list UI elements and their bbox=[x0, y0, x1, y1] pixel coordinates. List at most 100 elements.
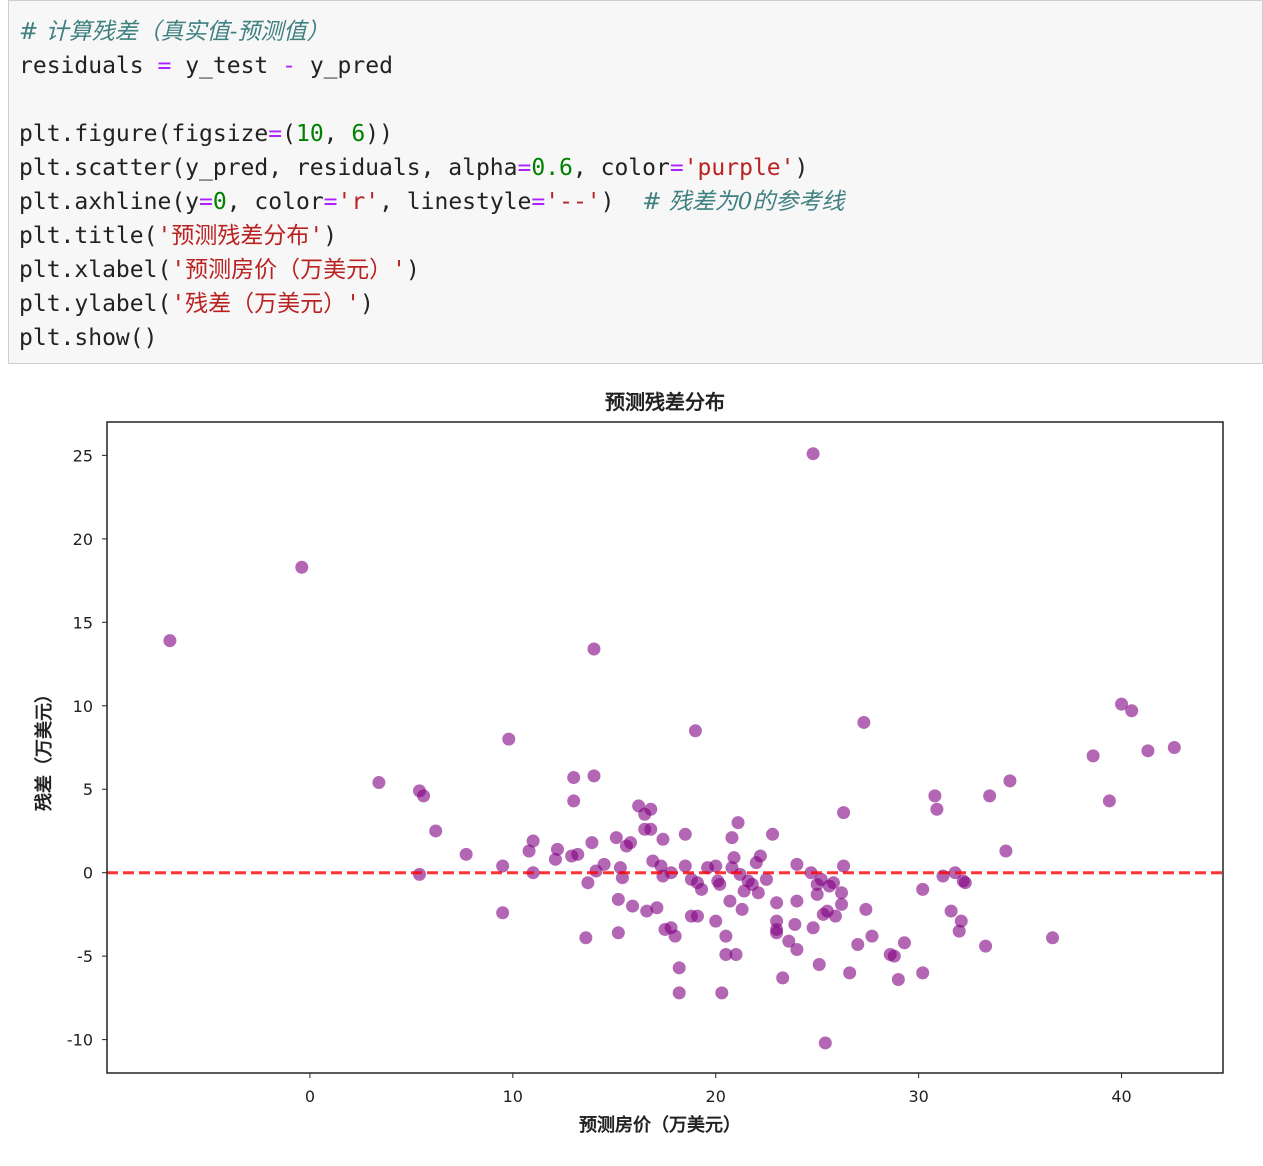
scatter-point bbox=[459, 847, 473, 861]
scatter-point bbox=[782, 934, 796, 948]
code-token: = bbox=[199, 189, 213, 215]
code-line: # 计算残差（真实值-预测值） bbox=[19, 15, 844, 49]
scatter-point bbox=[587, 642, 601, 656]
scatter-point bbox=[526, 834, 540, 848]
code-token: )) bbox=[365, 121, 393, 147]
scatter-point bbox=[790, 894, 804, 908]
axis-ticks: 0 10 20 30 40 -10 -5 0 5 10 15 20 25 bbox=[67, 446, 1132, 1106]
code-token: '残差（万美元）' bbox=[171, 291, 361, 317]
code-line: plt.axhline(y=0, color='r', linestyle='-… bbox=[19, 185, 844, 219]
scatter-point bbox=[585, 836, 599, 850]
scatter-point bbox=[837, 859, 851, 873]
scatter-point bbox=[735, 902, 749, 916]
scatter-point bbox=[835, 897, 849, 911]
code-token: plt.ylabel( bbox=[19, 291, 172, 317]
scatter-point bbox=[865, 929, 879, 943]
scatter-point bbox=[650, 901, 664, 915]
scatter-point bbox=[429, 824, 443, 838]
code-token: 0.6 bbox=[531, 155, 573, 181]
scatter-point bbox=[611, 926, 625, 940]
code-token: , bbox=[323, 121, 352, 147]
scatter-point bbox=[723, 894, 737, 908]
scatter-point bbox=[581, 876, 595, 890]
code-token: , color bbox=[226, 189, 324, 215]
scatter-point bbox=[958, 876, 972, 890]
scatter-point bbox=[567, 771, 581, 785]
code-line: residuals = y_test - y_pred bbox=[19, 49, 844, 83]
scatter-point bbox=[983, 789, 997, 803]
code-token: = bbox=[268, 121, 283, 147]
scatter-point bbox=[709, 859, 723, 873]
code-token: '预测残差分布' bbox=[157, 223, 324, 249]
x-axis-label: 预测房价（万美元） bbox=[579, 1114, 741, 1136]
code-token: # 计算残差（真实值-预测值） bbox=[19, 19, 330, 45]
scatter-point bbox=[843, 966, 857, 980]
code-token: 10 bbox=[295, 121, 324, 147]
scatter-point bbox=[654, 859, 668, 873]
scatter-point bbox=[818, 1036, 832, 1050]
code-token: ) bbox=[360, 291, 374, 317]
code-line: plt.scatter(y_pred, residuals, alpha=0.6… bbox=[19, 151, 844, 185]
code-token: plt.title( bbox=[19, 223, 158, 249]
scatter-point bbox=[672, 986, 686, 1000]
scatter-point bbox=[851, 937, 865, 951]
scatter-point bbox=[810, 887, 824, 901]
code-token: 'r' bbox=[337, 189, 380, 215]
scatter-chart: 预测残差分布 0 10 20 30 40 -10 -5 0 5 10 15 20 25 预测房价（万美元… bbox=[33, 390, 1224, 1136]
scatter-point bbox=[837, 806, 851, 820]
scatter-point bbox=[751, 886, 765, 900]
scatter-point bbox=[759, 872, 773, 886]
code-token: = bbox=[669, 155, 684, 181]
scatter-point bbox=[1046, 931, 1060, 945]
scatter-point bbox=[644, 802, 658, 816]
code-token: = bbox=[531, 189, 546, 215]
scatter-point bbox=[295, 560, 309, 574]
scatter-point bbox=[624, 836, 638, 850]
code-editor[interactable]: # 计算残差（真实值-预测值） residuals = y_test - y_pr… bbox=[19, 15, 844, 355]
scatter-point bbox=[770, 926, 784, 940]
plot-output: 预测残差分布 0 10 20 30 40 -10 -5 0 5 10 15 20 25 预测房价（万美元… bbox=[0, 376, 1263, 1162]
scatter-point bbox=[727, 851, 741, 865]
scatter-point bbox=[1115, 697, 1129, 711]
code-token: # 残差为0的参考线 bbox=[642, 189, 845, 215]
scatter-point bbox=[835, 886, 849, 900]
code-cell[interactable]: # 计算残差（真实值-预测值） residuals = y_test - y_pr… bbox=[8, 0, 1263, 364]
scatter-point bbox=[897, 936, 911, 950]
code-line: plt.show() bbox=[19, 321, 844, 355]
scatter-point bbox=[678, 827, 692, 841]
code-token: 0 bbox=[212, 189, 227, 215]
code-token: , color bbox=[572, 155, 670, 181]
scatter-point bbox=[522, 844, 536, 858]
scatter-point bbox=[626, 899, 640, 913]
scatter-point bbox=[1125, 704, 1139, 718]
code-token: ) bbox=[600, 189, 643, 215]
scatter-point bbox=[826, 876, 840, 890]
scatter-point bbox=[928, 789, 942, 803]
code-token: = bbox=[323, 189, 338, 215]
scatter-point bbox=[609, 831, 623, 845]
scatter-point bbox=[729, 947, 743, 961]
scatter-point bbox=[828, 909, 842, 923]
code-token: ( bbox=[282, 121, 296, 147]
scatter-point bbox=[916, 882, 930, 896]
scatter-point bbox=[719, 947, 733, 961]
scatter-point bbox=[713, 877, 727, 891]
scatter-point bbox=[719, 929, 733, 943]
scatter-point bbox=[644, 822, 658, 836]
scatter-point bbox=[579, 931, 593, 945]
scatter-point bbox=[725, 831, 739, 845]
scatter-point bbox=[502, 732, 516, 746]
y-tick-label: -10 bbox=[67, 1031, 93, 1050]
scatter-point bbox=[678, 859, 692, 873]
scatter-point bbox=[788, 917, 802, 931]
code-token: plt.axhline(y bbox=[19, 189, 200, 215]
x-tick-label: 30 bbox=[908, 1087, 928, 1106]
scatter-point bbox=[776, 971, 790, 985]
code-line: plt.xlabel('预测房价（万美元）') bbox=[19, 253, 844, 287]
code-token: plt.figure(figsize bbox=[19, 121, 269, 147]
scatter-point bbox=[916, 966, 930, 980]
scatter-point bbox=[1141, 744, 1155, 758]
y-tick-label: 5 bbox=[83, 780, 93, 799]
code-line bbox=[19, 83, 844, 117]
scatter-point bbox=[753, 849, 767, 863]
